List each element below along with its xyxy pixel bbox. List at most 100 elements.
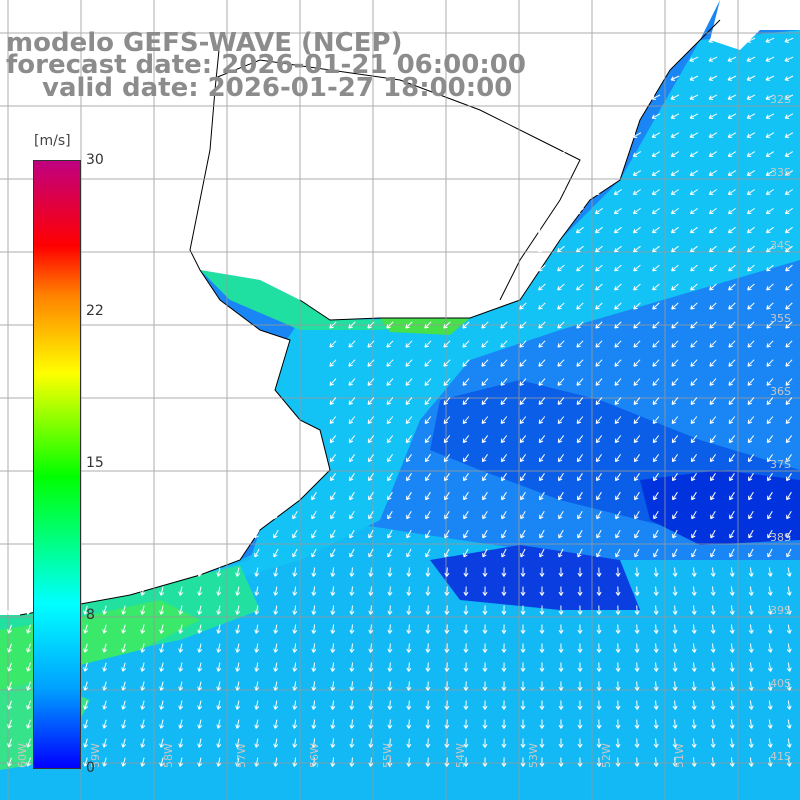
wind-arrow [575, 226, 584, 234]
wind-arrow [634, 473, 640, 482]
wind-arrow [330, 473, 336, 482]
wind-arrow [367, 397, 375, 405]
wind-arrow [691, 681, 697, 691]
wind-arrow [311, 757, 317, 767]
wind-arrow [709, 454, 717, 463]
wind-arrow [330, 643, 336, 653]
wind-arrow [349, 700, 355, 710]
wind-arrow [463, 738, 469, 748]
wind-arrow [767, 643, 773, 653]
wind-arrow [748, 662, 754, 672]
wind-arrow [558, 700, 564, 710]
wind-arrow [292, 529, 298, 539]
wind-arrow [784, 170, 794, 176]
wind-arrow [406, 700, 412, 710]
wind-arrow [748, 529, 754, 539]
wind-arrow [178, 605, 184, 615]
legend-tick-22: 22 [86, 303, 104, 319]
wind-arrow [690, 245, 698, 253]
wind-arrow [216, 757, 222, 767]
wind-arrow [519, 340, 527, 348]
wind-arrow [367, 454, 375, 463]
wind-arrow [691, 624, 697, 634]
wind-arrow [405, 321, 413, 329]
wind-arrow [311, 681, 317, 691]
wind-arrow [482, 738, 488, 748]
wind-arrow [595, 321, 603, 329]
wind-arrow [557, 264, 565, 272]
wind-arrow [424, 454, 432, 463]
wind-arrow [140, 681, 146, 691]
wind-arrow [538, 283, 546, 291]
wind-arrow [539, 491, 545, 501]
wind-arrow [746, 170, 756, 176]
wind-arrow [614, 454, 622, 463]
legend-colorbar [33, 160, 81, 769]
wind-arrow [766, 359, 774, 367]
wind-arrow [330, 624, 336, 634]
wind-arrow [632, 75, 642, 81]
wind-arrow [766, 378, 774, 386]
wind-arrow [786, 757, 792, 767]
wind-arrow [727, 207, 736, 215]
wind-arrow [140, 586, 146, 596]
wind-arrow [747, 416, 755, 424]
wind-arrow [197, 662, 203, 672]
wind-arrow [615, 757, 621, 767]
wind-arrow [538, 378, 546, 386]
wind-arrow [614, 321, 622, 329]
wind-arrow [765, 75, 775, 81]
wind-arrow [557, 302, 565, 310]
wind-arrow [653, 529, 659, 539]
wind-arrow [406, 473, 412, 482]
wind-arrow [140, 738, 146, 748]
wind-arrow [406, 586, 412, 596]
wind-arrow [538, 359, 546, 367]
wind-arrow [159, 681, 165, 691]
wind-arrow [329, 359, 337, 367]
wind-arrow [557, 245, 565, 253]
wind-arrow [613, 37, 623, 43]
wind-arrow [653, 567, 659, 577]
zone-green-plata [200, 270, 470, 330]
wind-arrow [501, 738, 507, 748]
wind-arrow [197, 681, 203, 691]
wind-arrow [747, 435, 755, 444]
wind-arrow [691, 548, 697, 558]
wind-arrow [672, 510, 678, 520]
wind-arrow [425, 719, 431, 729]
wind-arrow [254, 643, 260, 653]
wind-arrow [387, 681, 393, 691]
wind-arrow [748, 510, 754, 520]
wind-arrow [121, 586, 127, 596]
wind-arrow [501, 510, 507, 520]
wind-arrow [786, 473, 792, 482]
wind-arrow [577, 700, 583, 710]
wind-arrow [784, 113, 794, 119]
wind-arrow [520, 738, 526, 748]
wind-arrow [613, 207, 622, 215]
wind-arrow [159, 757, 165, 767]
wind-arrow [482, 586, 488, 596]
wind-arrow [197, 624, 203, 634]
wind-arrow [765, 37, 775, 43]
wind-arrow [273, 567, 279, 577]
wind-arrow [102, 624, 108, 634]
wind-arrow [273, 738, 279, 748]
border-uruguay [209, 59, 581, 301]
wind-arrow [746, 75, 756, 81]
wind-arrow [710, 605, 716, 615]
wind-arrow [197, 719, 203, 729]
wind-arrow [558, 605, 564, 615]
wind-arrow [7, 681, 12, 691]
wind-arrow [765, 132, 775, 138]
wind-arrow [26, 662, 31, 672]
wind-arrow [652, 454, 660, 463]
lon-label: 54W [454, 743, 467, 768]
wind-arrow [558, 510, 564, 520]
wind-arrow [482, 548, 488, 558]
coast-uruguay-brazil [299, 19, 721, 321]
wind-arrow [708, 37, 718, 43]
